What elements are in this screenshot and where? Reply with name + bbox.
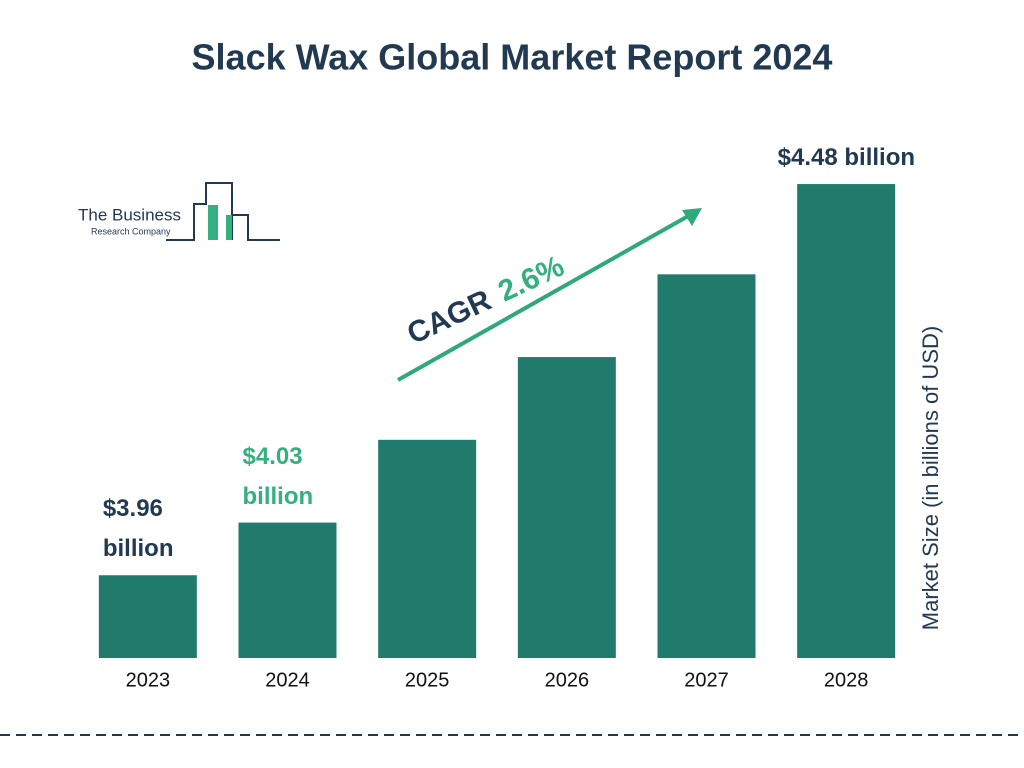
value-label: $4.48 billion (777, 144, 916, 172)
value-label: $4.03 billion (242, 442, 314, 510)
bar (378, 439, 477, 658)
chart-title: Slack Wax Global Market Report 2024 (192, 37, 833, 78)
cagr-arrow (397, 208, 702, 382)
cagr-value: 2.6% (493, 250, 569, 309)
bar (517, 357, 616, 658)
logo-subtext: Research Company (91, 226, 171, 236)
x-tick-label: 2025 (405, 669, 450, 691)
logo (166, 182, 280, 241)
logo-text: The Business (78, 205, 181, 224)
y-axis-label: Market Size (in billions of USD) (918, 326, 943, 630)
cagr-label: CAGR (402, 283, 496, 350)
bar (657, 274, 756, 658)
bar (797, 184, 896, 659)
x-tick-label: 2027 (684, 669, 729, 691)
value-label: $3.96 billion (102, 495, 174, 563)
x-tick-label: 2026 (545, 669, 590, 691)
x-tick-label: 2028 (824, 669, 869, 691)
x-tick-label: 2023 (126, 669, 171, 691)
bar (238, 522, 337, 658)
bar (98, 575, 197, 658)
x-tick-label: 2024 (265, 669, 310, 691)
